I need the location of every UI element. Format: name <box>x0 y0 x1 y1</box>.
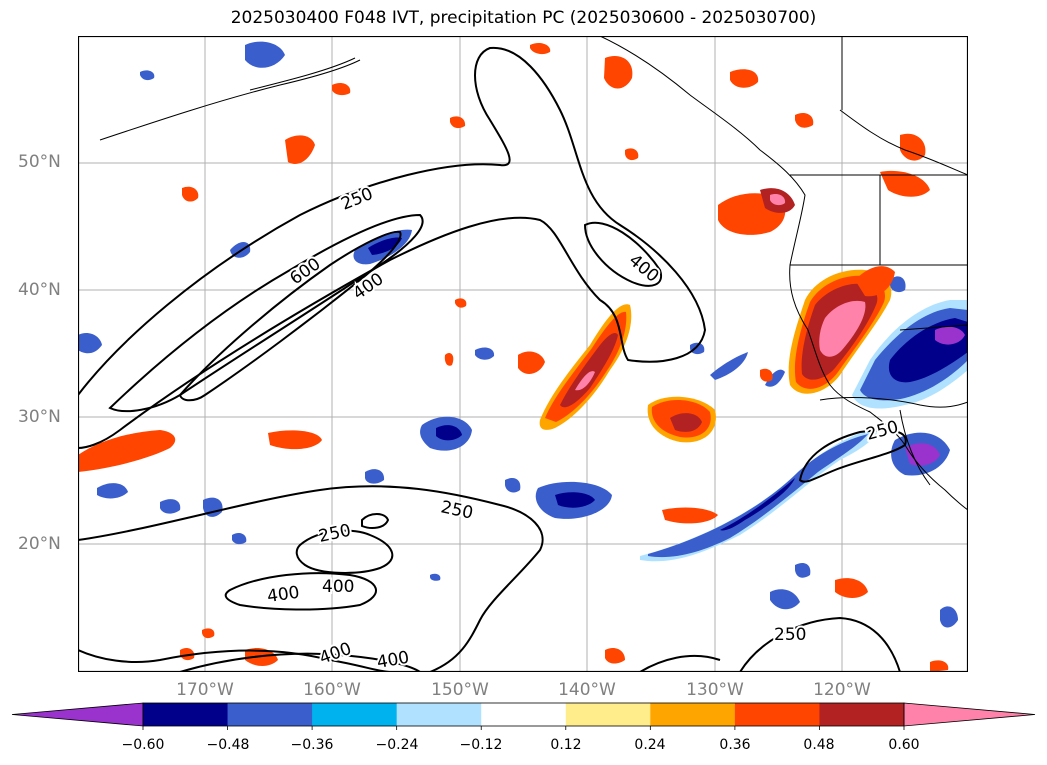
colorbar-cell <box>227 703 313 726</box>
lat-label-30n: 30°N <box>18 407 61 427</box>
colorbar-cells <box>11 702 1036 727</box>
lon-label-120w: 120°W <box>813 680 871 700</box>
coastlines <box>99 36 968 511</box>
colorbar-tick-label: −0.48 <box>206 737 250 753</box>
lat-label-20n: 20°N <box>18 534 61 554</box>
colorbar-tick-label: 0.24 <box>634 737 666 753</box>
colorbar-cell <box>819 703 905 726</box>
lon-label-140w: 140°W <box>558 680 616 700</box>
colorbar-extend-low <box>11 702 144 727</box>
map-border <box>78 36 968 672</box>
colorbar-cell <box>396 703 482 726</box>
colorbar-tick-label: 0.60 <box>888 737 920 753</box>
map-canvas: 250 600 400 400 250 250 400 400 400 400 … <box>78 36 968 672</box>
colorbar-cell <box>312 703 398 726</box>
colorbar-cell <box>734 703 820 726</box>
lat-label-40n: 40°N <box>18 280 61 300</box>
colorbar-tick-label: 0.12 <box>550 737 582 753</box>
colorbar-tick-label: −0.60 <box>121 737 165 753</box>
lon-label-130w: 130°W <box>686 680 744 700</box>
colorbar-tick-label: 0.36 <box>719 737 751 753</box>
positive-precip-anomalies <box>78 42 949 672</box>
colorbar-cell <box>143 703 229 726</box>
colorbar-tick-label: −0.36 <box>290 737 334 753</box>
colorbar-tick-label: −0.24 <box>375 737 419 753</box>
lat-label-50n: 50°N <box>18 152 61 172</box>
colorbar-cell <box>650 703 736 726</box>
colorbar-tick-label: −0.12 <box>459 737 503 753</box>
contour-label-400-island-a: 400 <box>322 577 354 597</box>
colorbar-cell <box>481 703 567 726</box>
map-title: 2025030400 F048 IVT, precipitation PC (2… <box>230 8 817 28</box>
ivt-contours <box>78 46 907 672</box>
contour-label-250-southeast: 250 <box>774 625 806 645</box>
lon-label-150w: 150°W <box>431 680 489 700</box>
colorbar <box>11 702 1036 730</box>
colorbar-extend-high <box>903 702 1036 727</box>
colorbar-cell <box>565 703 651 726</box>
colorbar-tick-label: 0.48 <box>803 737 835 753</box>
colorbar-tick-marks <box>142 726 905 730</box>
lon-label-170w: 170°W <box>176 680 234 700</box>
lon-label-160w: 160°W <box>303 680 361 700</box>
